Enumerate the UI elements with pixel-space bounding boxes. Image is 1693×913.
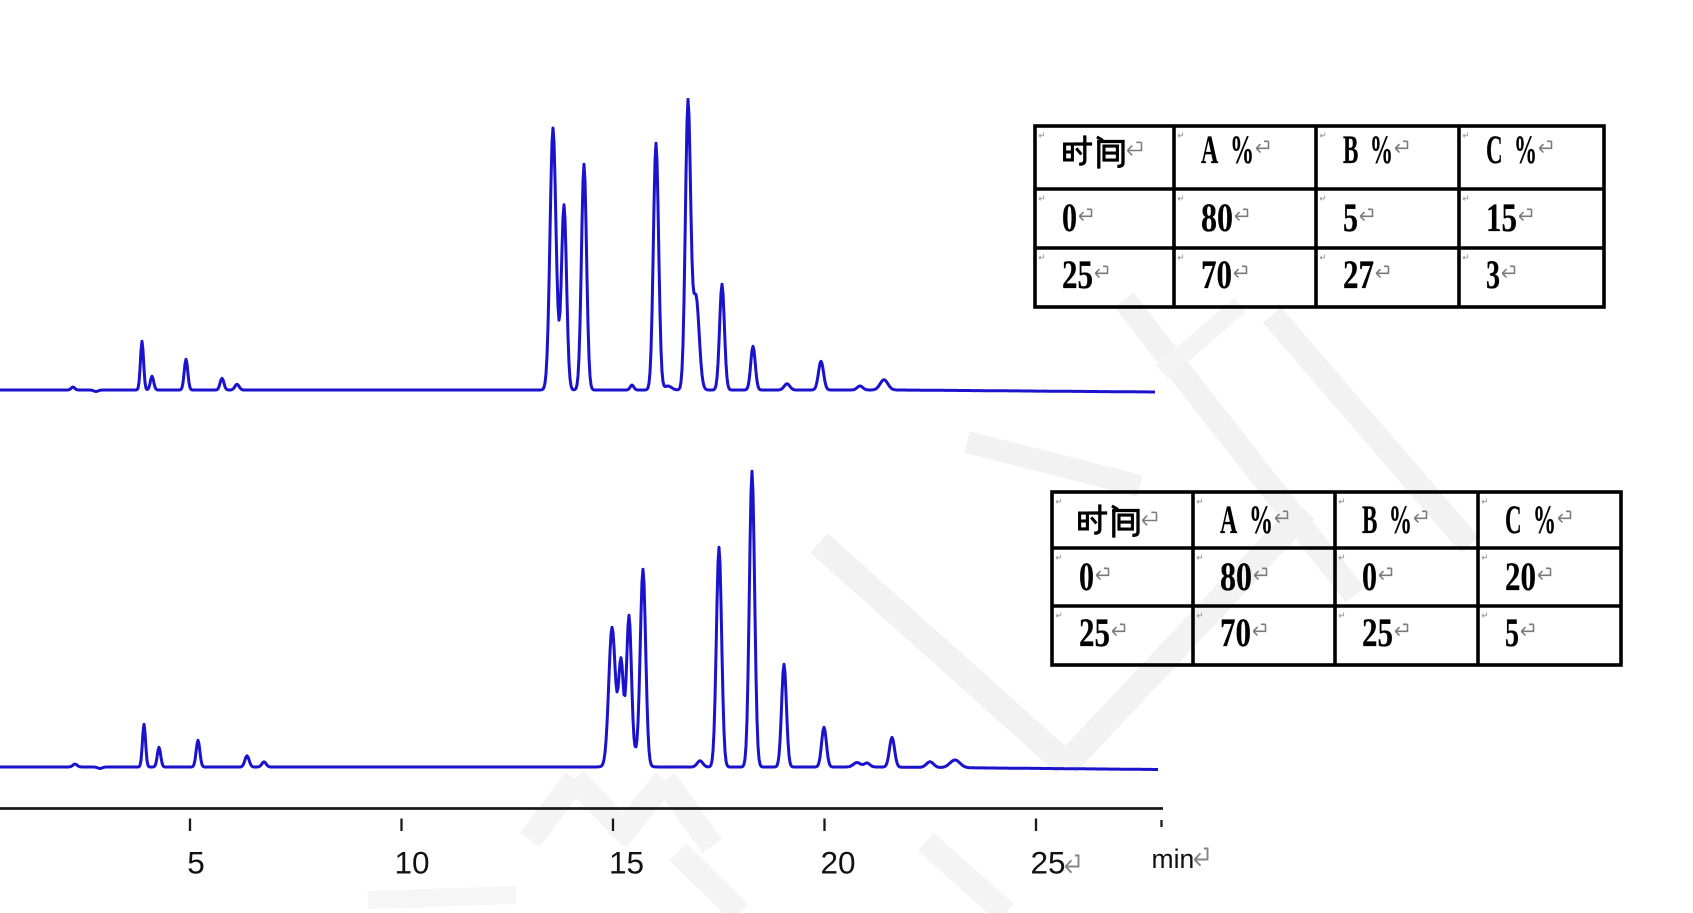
svg-text:27: 27 (1343, 252, 1374, 297)
svg-text:0: 0 (1079, 554, 1094, 599)
svg-text:10: 10 (394, 845, 429, 881)
svg-text:20: 20 (1505, 554, 1536, 599)
svg-text:A %: A % (1201, 127, 1254, 172)
svg-text:25: 25 (1362, 610, 1393, 655)
svg-text:A %: A % (1220, 497, 1273, 542)
svg-text:C %: C % (1486, 127, 1537, 172)
svg-text:80: 80 (1220, 554, 1252, 599)
svg-text:80: 80 (1201, 195, 1233, 240)
svg-text:25: 25 (1062, 252, 1093, 297)
svg-text:25: 25 (1030, 845, 1065, 881)
svg-text:3: 3 (1486, 252, 1500, 297)
svg-text:0: 0 (1062, 195, 1077, 240)
svg-text:C %: C % (1505, 497, 1556, 542)
svg-text:15: 15 (609, 845, 644, 881)
svg-text:5: 5 (1505, 610, 1519, 655)
svg-text:5: 5 (1343, 195, 1358, 240)
svg-text:B %: B % (1343, 127, 1393, 172)
svg-text:min: min (1152, 844, 1195, 874)
svg-text:15: 15 (1486, 195, 1517, 240)
svg-text:70: 70 (1201, 252, 1232, 297)
svg-text:70: 70 (1220, 610, 1251, 655)
svg-text:5: 5 (187, 845, 205, 881)
svg-text:0: 0 (1362, 554, 1377, 599)
svg-text:20: 20 (820, 845, 855, 881)
svg-text:25: 25 (1079, 610, 1110, 655)
svg-text:B %: B % (1362, 497, 1412, 542)
